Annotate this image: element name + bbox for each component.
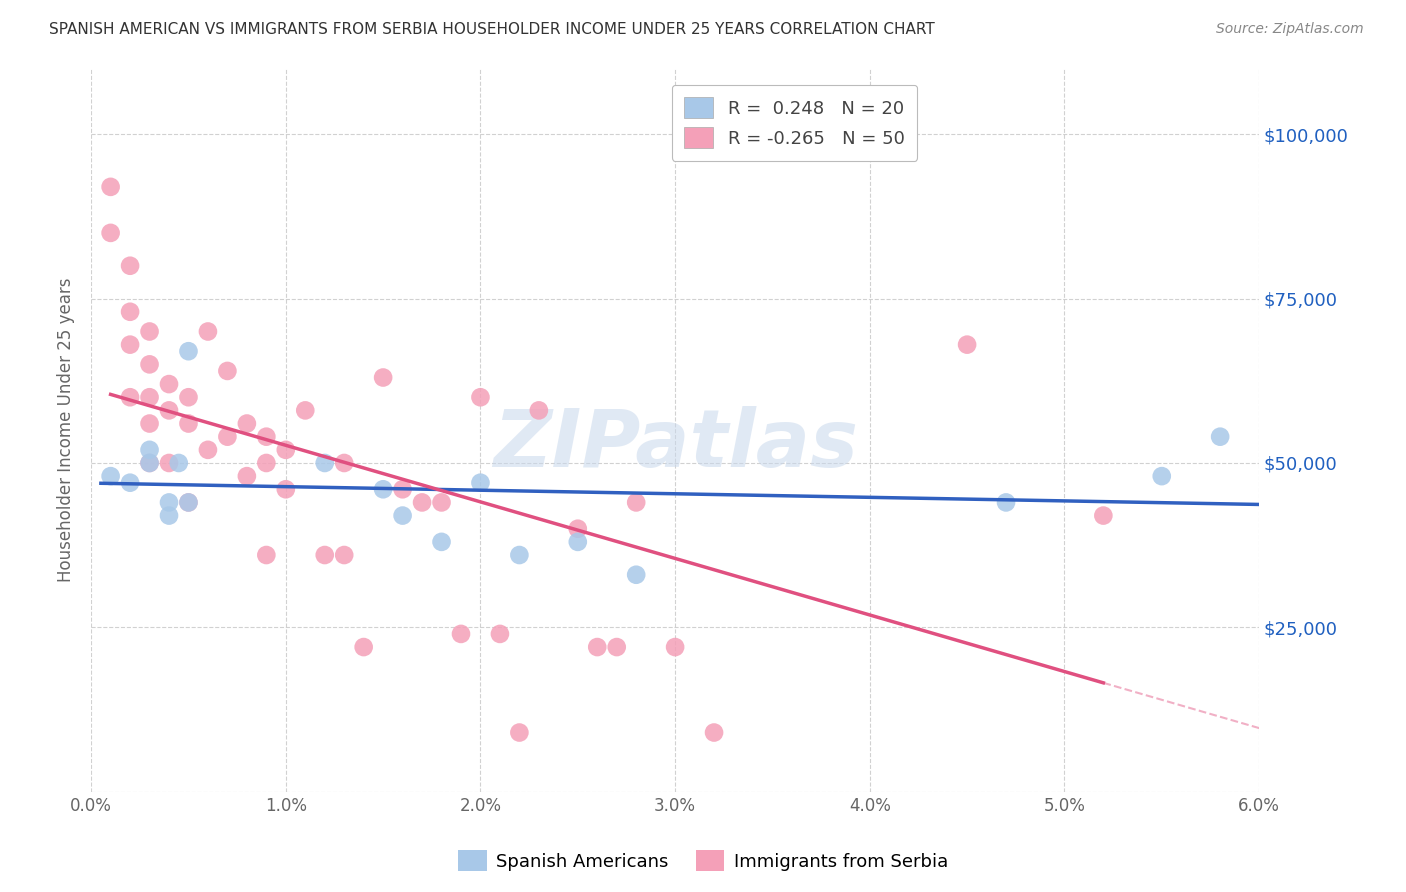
Point (138, 417, 160, 431)
Point (624, 567, 647, 582)
Point (430, 534, 453, 549)
Point (100, 179, 122, 194)
Point (508, 725, 530, 739)
Point (314, 548, 336, 562)
Point (120, 337, 142, 351)
Point (157, 403, 180, 417)
Point (157, 456, 180, 470)
Point (177, 390, 200, 404)
Point (314, 456, 336, 470)
Point (274, 442, 297, 457)
Point (450, 627, 472, 641)
Point (254, 548, 277, 562)
Point (567, 534, 589, 549)
Text: SPANISH AMERICAN VS IMMIGRANTS FROM SERBIA HOUSEHOLDER INCOME UNDER 25 YEARS COR: SPANISH AMERICAN VS IMMIGRANTS FROM SERB… (49, 22, 935, 37)
Point (391, 508, 413, 523)
Point (120, 390, 142, 404)
Text: Source: ZipAtlas.com: Source: ZipAtlas.com (1216, 22, 1364, 37)
Point (956, 337, 979, 351)
Point (120, 475, 142, 490)
Point (489, 627, 512, 641)
Point (157, 377, 180, 392)
Point (138, 456, 160, 470)
Point (177, 417, 200, 431)
Point (138, 442, 160, 457)
Point (177, 495, 200, 509)
Point (236, 417, 259, 431)
Point (217, 364, 239, 378)
Point (120, 305, 142, 319)
Point (664, 640, 686, 654)
Point (606, 640, 628, 654)
Point (236, 469, 259, 483)
Text: ZIPatlas: ZIPatlas (492, 406, 858, 483)
Point (217, 430, 239, 444)
Point (333, 456, 356, 470)
Legend: R =  0.248   N = 20, R = -0.265   N = 50: R = 0.248 N = 20, R = -0.265 N = 50 (672, 85, 917, 161)
Point (157, 495, 180, 509)
Y-axis label: Householder Income Under 25 years: Householder Income Under 25 years (58, 278, 75, 582)
Point (333, 548, 356, 562)
Point (138, 325, 160, 339)
Point (391, 483, 413, 497)
Point (197, 442, 219, 457)
Point (470, 475, 492, 490)
Legend: Spanish Americans, Immigrants from Serbia: Spanish Americans, Immigrants from Serbi… (451, 843, 955, 879)
Point (167, 456, 190, 470)
Point (157, 508, 180, 523)
Point (411, 495, 433, 509)
Point (177, 495, 200, 509)
Point (1150, 469, 1173, 483)
Point (470, 390, 492, 404)
Point (100, 469, 122, 483)
Point (197, 325, 219, 339)
Point (567, 522, 589, 536)
Point (586, 640, 609, 654)
Point (373, 370, 395, 384)
Point (527, 403, 550, 417)
Point (373, 483, 395, 497)
Point (138, 390, 160, 404)
Point (274, 483, 297, 497)
Point (138, 357, 160, 371)
Point (100, 226, 122, 240)
Point (1092, 508, 1115, 523)
Point (1209, 430, 1232, 444)
Point (430, 495, 453, 509)
Point (995, 495, 1018, 509)
Point (353, 640, 375, 654)
Point (138, 456, 160, 470)
Point (703, 725, 725, 739)
Point (294, 403, 316, 417)
Point (254, 456, 277, 470)
Point (254, 430, 277, 444)
Point (177, 344, 200, 359)
Point (120, 259, 142, 273)
Point (508, 548, 530, 562)
Point (624, 495, 647, 509)
